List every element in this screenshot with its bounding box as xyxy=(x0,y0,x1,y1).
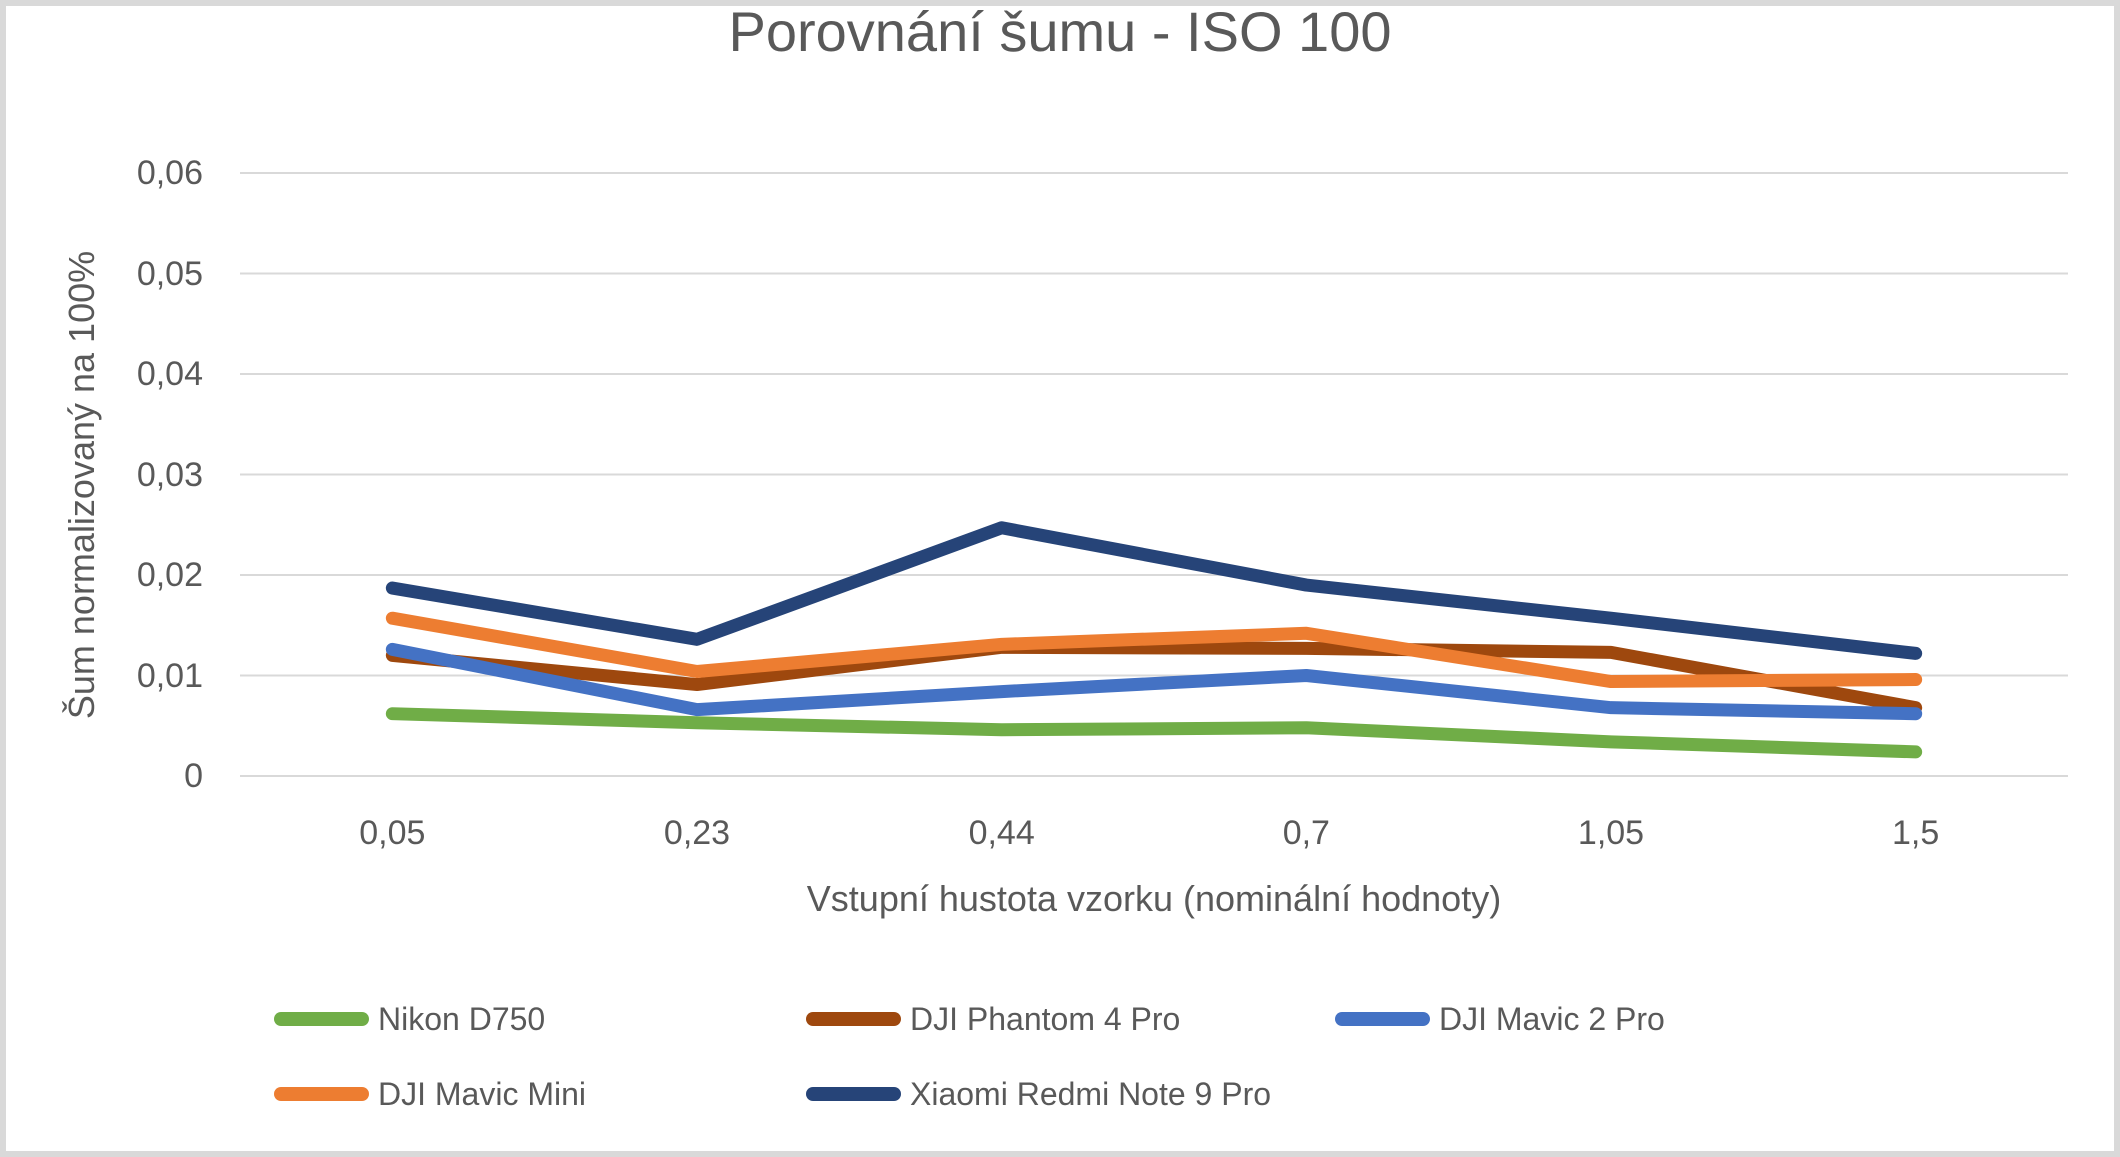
y-tick-label: 0,06 xyxy=(136,154,203,192)
legend-swatch-icon xyxy=(274,1087,369,1101)
legend-label: DJI Mavic Mini xyxy=(378,1075,587,1112)
y-tick-label: 0,04 xyxy=(136,355,203,393)
legend-label: DJI Phantom 4 Pro xyxy=(910,1000,1181,1037)
y-tick-label: 0,01 xyxy=(136,656,203,695)
series-line-dji-mavic-mini xyxy=(385,611,1923,689)
legend-swatch-icon xyxy=(806,1012,901,1026)
x-tick-label: 0,44 xyxy=(968,814,1035,852)
series-line-xiaomi-redmi-note-9-pro xyxy=(385,521,1923,660)
x-axis-title: Vstupní hustota vzorku (nominální hodnot… xyxy=(806,878,1502,919)
y-tick-label: 0 xyxy=(184,757,203,795)
chart-title: Porovnání šumu - ISO 100 xyxy=(728,0,1392,63)
legend-swatch-icon xyxy=(1335,1012,1430,1026)
legend-item-nikon-d750: Nikon D750 xyxy=(274,996,545,1042)
x-tick-label: 0,05 xyxy=(359,814,426,852)
legend-item-dji-mavic-2-pro: DJI Mavic 2 Pro xyxy=(1335,996,1665,1042)
legend-item-dji-mavic-mini: DJI Mavic Mini xyxy=(274,1071,586,1117)
y-tick-label: 0,03 xyxy=(136,455,203,494)
legend-item-dji-phantom-4-pro: DJI Phantom 4 Pro xyxy=(806,996,1180,1042)
x-tick-label: 1,05 xyxy=(1577,814,1645,852)
y-tick-label: 0,05 xyxy=(136,254,203,293)
x-tick-label: 1,5 xyxy=(1892,814,1940,852)
series-line-dji-phantom-4-pro xyxy=(385,640,1923,715)
legend-swatch-icon xyxy=(806,1087,901,1101)
series-line-dji-mavic-2-pro xyxy=(385,642,1923,721)
legend-swatch-icon xyxy=(274,1012,369,1026)
series-line-nikon-d750 xyxy=(385,707,1923,759)
legend-label: Xiaomi Redmi Note 9 Pro xyxy=(910,1075,1272,1112)
legend-label: Nikon D750 xyxy=(378,1000,546,1037)
x-tick-label: 0,23 xyxy=(663,814,731,852)
y-tick-label: 0,02 xyxy=(136,556,203,594)
legend-label: DJI Mavic 2 Pro xyxy=(1439,1000,1665,1037)
legend-item-xiaomi-redmi-note-9-pro: Xiaomi Redmi Note 9 Pro xyxy=(806,1071,1271,1117)
x-tick-label: 0,7 xyxy=(1282,814,1330,852)
